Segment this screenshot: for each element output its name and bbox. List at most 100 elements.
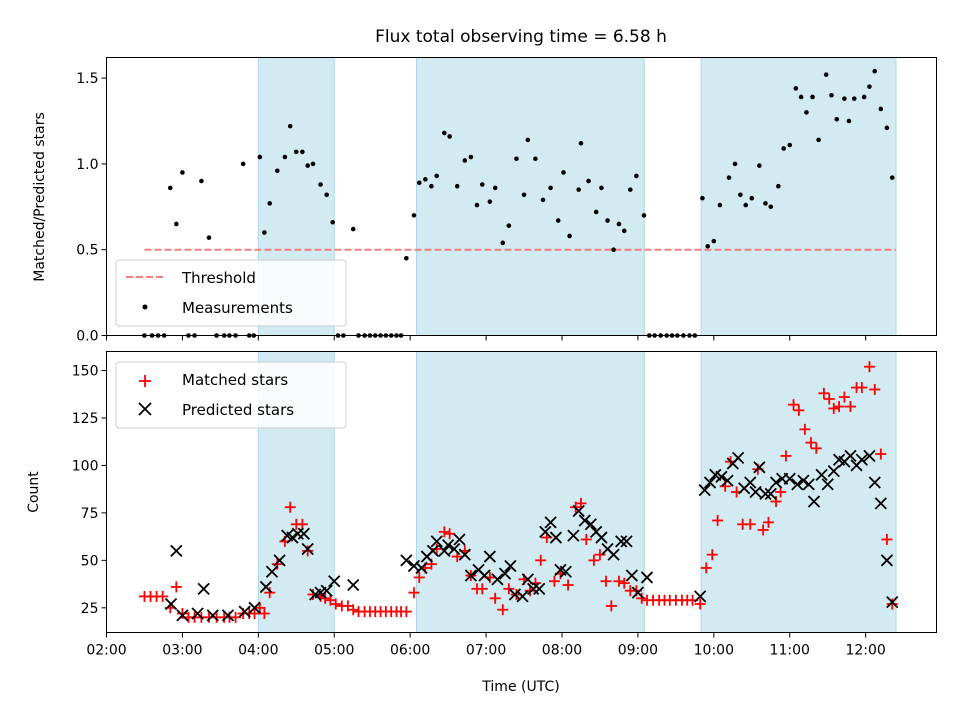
matched-point [258, 608, 270, 620]
y-tick-label: 0.0 [76, 329, 98, 345]
matched-point [444, 528, 456, 540]
predicted-point [176, 609, 189, 622]
predicted-point [715, 470, 728, 483]
measurement-point [555, 218, 561, 223]
matched-point [838, 391, 850, 403]
predicted-point [753, 461, 766, 474]
predicted-point [206, 609, 219, 622]
measurement-point [567, 233, 572, 239]
measurements-layer [142, 68, 895, 338]
y-ticks-top: 0.0 0.5 1.0 1.5 [76, 71, 107, 345]
predicted-point [286, 531, 299, 544]
predicted-point [516, 590, 529, 603]
y-axis-label-top: Matched/Predicted stars [32, 112, 48, 282]
measurement-point [628, 187, 633, 192]
predicted-point [874, 497, 887, 510]
predicted-point [744, 476, 757, 489]
predicted-point [698, 483, 711, 497]
matched-point [770, 495, 782, 507]
legend-predicted-label: Predicted stars [182, 401, 294, 419]
matched-point [284, 501, 296, 513]
predicted-point [197, 582, 210, 595]
measurement-point [454, 183, 460, 189]
measurement-point [506, 223, 512, 228]
y-tick-label: 100 [72, 458, 99, 474]
measurement-point [540, 197, 546, 203]
predicted-point [438, 544, 451, 557]
y-tick-label: 1.0 [76, 157, 98, 173]
measurement-point [287, 123, 293, 129]
y-tick-label: 75 [81, 506, 99, 522]
matched-point [580, 533, 592, 545]
legend-matched-swatch [139, 375, 151, 387]
measurement-point [404, 255, 409, 261]
predicted-point [620, 535, 633, 548]
matched-point [431, 543, 443, 555]
matched-point [844, 401, 856, 413]
matched-point [788, 399, 800, 411]
predicted-point [347, 578, 360, 592]
measurement-point [310, 161, 316, 167]
matched-point [818, 387, 830, 399]
predicted-point [328, 575, 341, 588]
legend-predicted-swatch [138, 402, 152, 416]
matched-point [605, 600, 617, 612]
matched-point [600, 575, 612, 587]
predicted-point [415, 561, 428, 575]
chart-title: Flux total observing time = 6.58 h [375, 27, 667, 47]
measurement-point [423, 177, 428, 182]
predicted-point [301, 542, 314, 556]
predicted-point [441, 539, 455, 552]
measurement-point [599, 185, 604, 191]
predicted-point [273, 554, 286, 567]
measurement-point [846, 118, 852, 124]
measurement-point [616, 221, 622, 227]
measurement-point [576, 187, 581, 192]
measurement-point [533, 156, 538, 162]
predicted-point [640, 571, 654, 584]
predicted-point [549, 531, 563, 544]
measurement-point [180, 170, 185, 175]
legend-threshold-label: Threshold [181, 269, 256, 287]
predicted-point [491, 573, 504, 586]
predicted-point [407, 559, 421, 573]
measurement-point [726, 175, 732, 180]
legend-bottom-box [115, 361, 347, 429]
predicted-point [880, 554, 894, 567]
measurement-point [793, 86, 799, 91]
matched-point [562, 579, 574, 591]
measurement-point [611, 247, 616, 252]
predicted-point [783, 472, 796, 485]
predicted-point [453, 533, 466, 546]
predicted-point [478, 569, 491, 582]
measurement-point [561, 170, 566, 175]
predicted-point [694, 590, 707, 603]
y-tick-label: 25 [81, 601, 99, 617]
measurement-point [749, 195, 755, 201]
measurement-point [804, 110, 809, 115]
measurement-point [842, 96, 847, 101]
predicted-point [791, 478, 804, 491]
measurement-point [829, 92, 834, 98]
predicted-point [584, 518, 597, 531]
measurement-point [823, 72, 829, 77]
y-tick-label: 150 [72, 363, 99, 379]
matched-point [271, 558, 283, 570]
matched-point [347, 604, 359, 616]
predicted-point [498, 567, 512, 580]
matched-point [264, 587, 276, 599]
predicted-point [259, 580, 273, 594]
measurement-point [267, 201, 273, 206]
measurement-point [776, 183, 781, 189]
x-tick-label: 04:00 [238, 643, 278, 659]
predicted-point [863, 449, 876, 463]
predicted-point [572, 504, 585, 518]
measurement-point [447, 134, 452, 139]
matched-point [249, 608, 261, 620]
matched-point [793, 404, 805, 416]
matched-point [548, 575, 560, 587]
predicted-point [815, 468, 828, 482]
measurement-point [578, 141, 584, 146]
measurement-point [468, 154, 474, 160]
matched-point [694, 598, 706, 610]
